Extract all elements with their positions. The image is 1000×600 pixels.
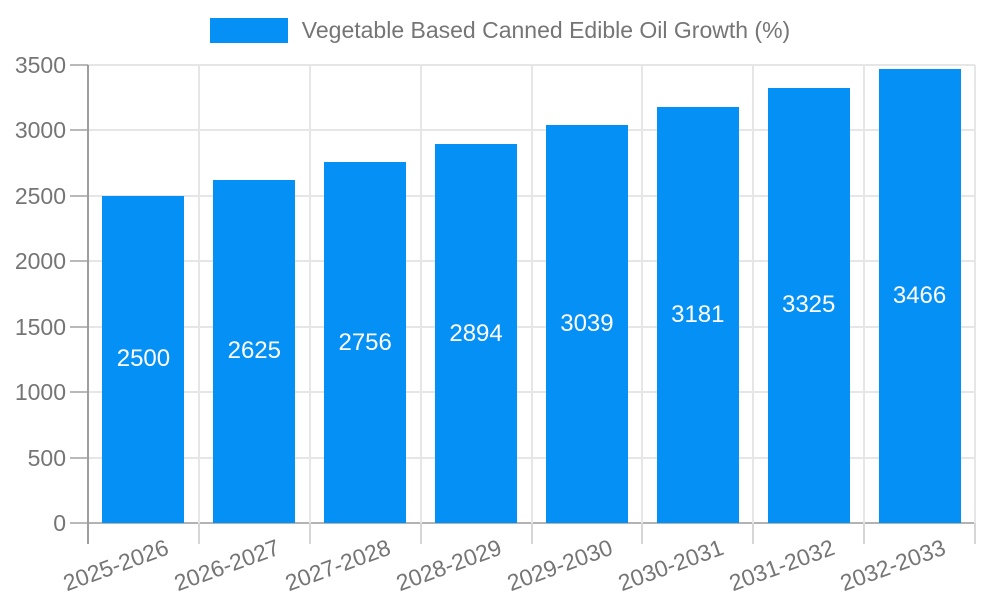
x-tick-mark xyxy=(974,523,976,544)
y-tick-mark xyxy=(70,325,88,328)
bar-value-label: 2756 xyxy=(338,328,392,356)
x-tick-mark xyxy=(752,523,755,544)
bar xyxy=(878,69,961,523)
x-gridline xyxy=(863,65,866,523)
x-gridline xyxy=(752,65,755,523)
y-tick-mark xyxy=(70,391,88,394)
y-axis-tick-label: 3000 xyxy=(14,117,66,144)
bar xyxy=(767,87,850,523)
bar xyxy=(656,106,739,523)
bar-value-label: 3039 xyxy=(560,310,614,338)
x-tick-mark xyxy=(863,523,866,544)
y-axis-tick-label: 0 xyxy=(53,510,66,536)
x-tick-mark xyxy=(87,523,89,544)
y-axis-tick-label: 2500 xyxy=(14,182,66,209)
y-tick-mark xyxy=(70,456,88,459)
bar-value-label: 2625 xyxy=(227,337,281,365)
x-tick-mark xyxy=(197,523,200,544)
y-axis-tick-label: 1500 xyxy=(14,313,66,340)
y-axis-tick-label: 1000 xyxy=(14,379,66,406)
x-gridline xyxy=(419,65,422,523)
bar xyxy=(435,144,518,523)
bar-value-label: 3181 xyxy=(671,300,725,328)
bar-value-label: 2894 xyxy=(449,319,503,347)
legend-label: Vegetable Based Canned Edible Oil Growth… xyxy=(301,17,791,43)
y-axis-tick-label: 2000 xyxy=(14,248,66,275)
y-axis-tick-label: 3500 xyxy=(14,52,66,78)
y-tick-mark xyxy=(70,64,88,66)
x-gridline xyxy=(530,65,533,523)
bar-value-label: 3325 xyxy=(781,291,836,319)
x-gridline xyxy=(308,65,311,523)
y-axis-line xyxy=(87,65,89,523)
x-gridline xyxy=(641,65,644,523)
bar xyxy=(213,179,296,523)
y-axis-tick-label: 500 xyxy=(27,444,66,471)
y-tick-mark xyxy=(70,260,88,263)
x-tick-mark xyxy=(641,523,644,544)
x-tick-mark xyxy=(419,523,422,544)
x-gridline xyxy=(197,65,200,523)
y-tick-mark xyxy=(70,522,88,524)
x-gridline xyxy=(974,65,976,523)
x-tick-mark xyxy=(308,523,311,544)
bar-value-label: 2500 xyxy=(116,345,171,373)
y-tick-mark xyxy=(70,129,88,132)
bar-value-label: 3466 xyxy=(892,282,947,310)
x-tick-mark xyxy=(530,523,533,544)
bar xyxy=(545,125,628,523)
legend: Vegetable Based Canned Edible Oil Growth… xyxy=(0,17,1000,44)
legend-swatch xyxy=(209,18,288,43)
bar xyxy=(102,195,185,523)
y-tick-mark xyxy=(70,194,88,197)
bar xyxy=(324,162,407,523)
